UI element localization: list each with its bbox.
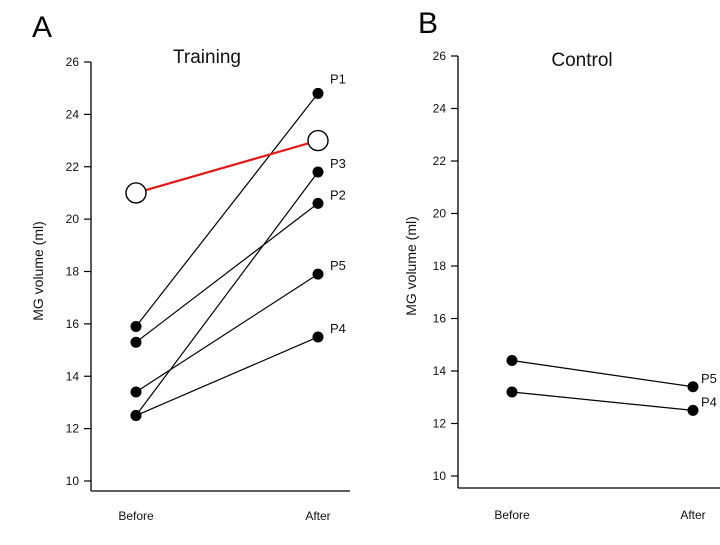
chart-title: Training [173, 47, 241, 68]
y-tick-label: 26 [66, 55, 80, 69]
series-line [135, 336, 319, 417]
data-point [506, 355, 518, 366]
data-point [312, 166, 324, 178]
y-tick-label: 22 [433, 154, 447, 168]
data-point [130, 320, 142, 332]
y-tick-label: 20 [433, 207, 447, 221]
data-point [130, 336, 142, 348]
series-line [511, 391, 694, 411]
data-point [130, 410, 142, 422]
series-label: P2 [330, 187, 346, 202]
y-tick-label: 26 [433, 49, 447, 63]
x-tick-label: After [305, 509, 330, 523]
y-tick-label: 24 [433, 102, 447, 116]
series-line [135, 273, 319, 393]
y-tick-label: 12 [66, 422, 80, 436]
data-point [312, 87, 324, 99]
open-data-point [125, 182, 147, 204]
series-line [135, 93, 319, 327]
series-label: P4 [701, 394, 717, 409]
data-point [312, 197, 324, 209]
y-tick-label: 12 [433, 417, 447, 431]
series-label: P5 [701, 371, 717, 386]
data-point [312, 331, 324, 343]
data-point [130, 386, 142, 398]
y-tick-label: 10 [433, 469, 447, 483]
data-point [687, 404, 699, 416]
y-tick-label: 14 [66, 369, 80, 383]
series-line [135, 139, 319, 194]
y-tick-label: 24 [66, 107, 80, 121]
series-line [135, 171, 319, 416]
y-tick-label: 18 [66, 265, 80, 279]
series-line [511, 359, 694, 388]
y-tick-label: 16 [66, 317, 80, 331]
series-label: P1 [330, 71, 346, 86]
panel-a: A Training 10 12 14 16 18 20 22 24 26 MG volume (ml… [30, 11, 350, 523]
y-axis-label: MG volume (ml) [403, 216, 419, 316]
y-tick-label: 20 [66, 212, 80, 226]
data-point [506, 386, 518, 398]
y-tick-label: 22 [66, 160, 80, 174]
y-axis-label: MG volume (ml) [30, 221, 46, 321]
y-tick-label: 16 [433, 312, 447, 326]
y-tick-label: 10 [66, 474, 80, 488]
series-line [135, 202, 319, 343]
y-tick-label: 18 [433, 259, 447, 273]
series-label: P4 [330, 321, 346, 336]
panel-letter: A [32, 11, 52, 44]
x-tick-label: After [680, 508, 705, 522]
x-tick-label: Before [118, 509, 154, 523]
panel-letter: B [418, 7, 438, 40]
x-tick-label: Before [494, 508, 530, 522]
panel-b: B Control 10 12 14 16 18 20 22 24 26 MG volume (ml)… [403, 7, 720, 522]
series-label: P5 [330, 258, 346, 273]
data-point [687, 381, 699, 393]
data-point [312, 268, 324, 280]
y-tick-label: 14 [433, 364, 447, 378]
chart-title: Control [551, 50, 612, 71]
open-data-point [307, 129, 329, 152]
series-label: P3 [330, 156, 346, 171]
